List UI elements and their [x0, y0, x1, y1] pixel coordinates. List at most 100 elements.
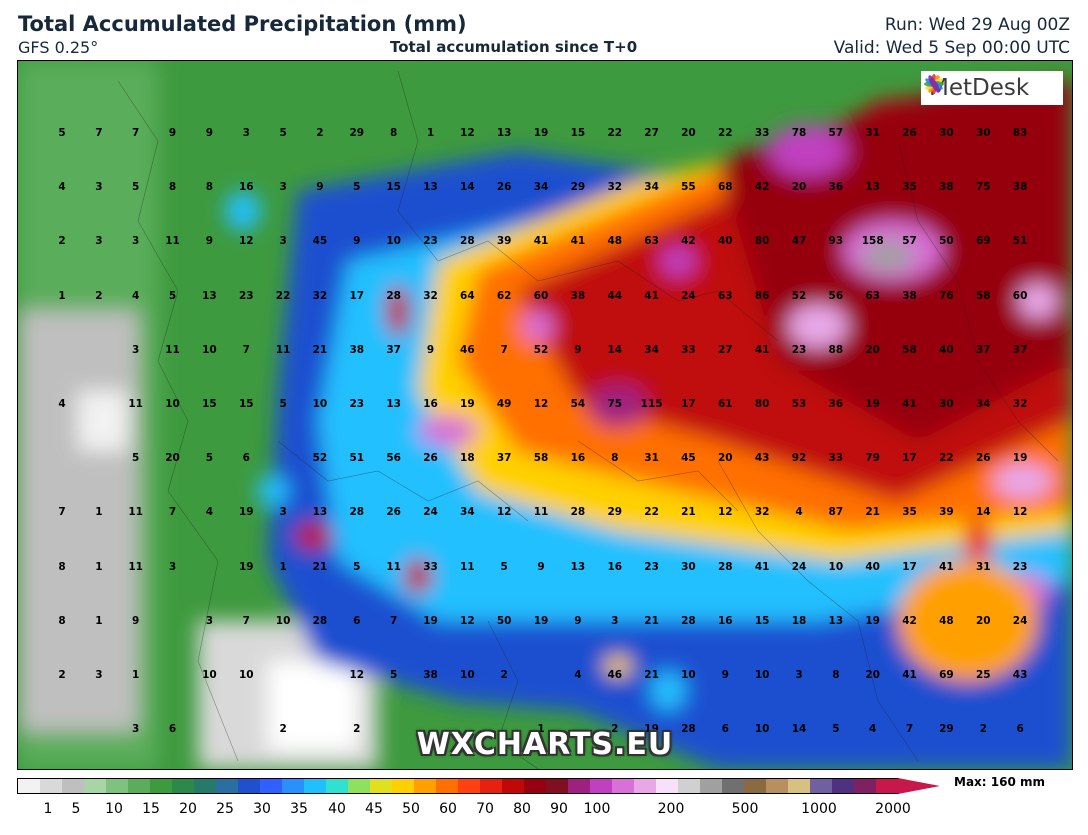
- grid-value: 15: [754, 614, 770, 627]
- grid-value: 22: [607, 127, 623, 139]
- colorbar-segment: [810, 779, 832, 793]
- colorbar-segment: [656, 779, 678, 793]
- grid-value: 92: [791, 452, 807, 465]
- colorbar-tick-label: 45: [365, 801, 383, 817]
- grid-value: 7: [389, 614, 398, 627]
- grid-value: 37: [975, 343, 991, 356]
- grid-value: 14: [607, 343, 623, 356]
- grid-value: 41: [533, 235, 549, 248]
- grid-value: 39: [496, 235, 512, 248]
- grid-value: 78: [791, 127, 807, 139]
- grid-value: 16: [717, 614, 733, 627]
- colorbar-segment: [480, 779, 502, 793]
- grid-value: 11: [128, 398, 143, 410]
- grid-value: 4: [869, 723, 877, 736]
- grid-value: 37: [386, 343, 401, 356]
- grid-value: 11: [533, 506, 549, 519]
- grid-value: 5: [353, 560, 361, 573]
- grid-value: 40: [717, 235, 733, 248]
- grid-value: 13: [828, 614, 844, 627]
- grid-value: 13: [423, 181, 438, 194]
- grid-value: 52: [791, 289, 807, 302]
- grid-value: 35: [902, 181, 917, 194]
- grid-value: 4: [58, 398, 66, 410]
- grid-value: 50: [496, 614, 512, 627]
- grid-value: 41: [570, 235, 586, 248]
- grid-value: 19: [533, 127, 549, 139]
- colorbar-segment: [546, 779, 568, 793]
- grid-value: 76: [939, 289, 954, 302]
- grid-value: 22: [939, 452, 954, 465]
- grid-value: 9: [574, 343, 582, 356]
- grid-value: 93: [828, 235, 844, 248]
- grid-value: 26: [496, 181, 512, 194]
- grid-value: 10: [681, 669, 696, 681]
- colorbar-segment: [238, 779, 260, 793]
- grid-value: 28: [570, 506, 586, 519]
- grid-value: 52: [533, 343, 549, 356]
- grid-value: 28: [681, 614, 696, 627]
- grid-value: 10: [754, 723, 770, 736]
- precipitation-map[interactable]: MetDesk 5 7 7 9 9 3 5 2 29 8 1 12 13 19 15 22 27 20 22 33 78…: [17, 60, 1073, 770]
- grid-value: 12: [349, 669, 365, 681]
- grid-value: 34: [533, 181, 549, 194]
- grid-value: 38: [570, 289, 586, 302]
- grid-value: 9: [721, 669, 729, 681]
- grid-value: 5: [389, 669, 398, 681]
- grid-value: 39: [939, 506, 954, 519]
- grid-value: 8: [389, 127, 398, 139]
- grid-value: 4: [795, 506, 803, 519]
- model-label: GFS 0.25°: [18, 38, 99, 57]
- colorbar-segment: [854, 779, 876, 793]
- grid-value: 41: [644, 289, 659, 302]
- grid-value: 3: [279, 181, 287, 194]
- grid-value: 44: [607, 289, 623, 302]
- grid-value: 16: [570, 452, 586, 465]
- grid-value: 13: [496, 127, 512, 139]
- grid-value: 21: [644, 614, 659, 627]
- grid-value: 5: [500, 560, 508, 573]
- grid-value: 63: [865, 289, 880, 302]
- grid-value: 3: [168, 560, 177, 573]
- grid-value: 9: [353, 235, 361, 248]
- grid-value: 30: [975, 127, 991, 139]
- grid-value: 41: [939, 560, 954, 573]
- grid-value: 34: [460, 506, 475, 519]
- colorbar-segment: [304, 779, 326, 793]
- grid-value: 23: [349, 398, 365, 410]
- grid-value: 5: [353, 181, 361, 194]
- colorbar-tick-label: 1000: [801, 801, 837, 817]
- grid-value: 3: [279, 506, 287, 519]
- grid-value: 6: [353, 614, 361, 627]
- grid-value: 29: [607, 506, 623, 519]
- grid-value: 20: [165, 452, 180, 465]
- grid-value: 2: [279, 723, 287, 736]
- colorbar-segment: [414, 779, 436, 793]
- grid-value: 7: [95, 127, 103, 139]
- grid-value: 30: [939, 398, 954, 410]
- colorbar-segment: [84, 779, 106, 793]
- grid-value: 35: [902, 506, 917, 519]
- grid-value: 68: [717, 181, 733, 194]
- colorbar-segment: [18, 779, 40, 793]
- grid-value: 36: [828, 398, 844, 410]
- valid-time: Valid: Wed 5 Sep 00:00 UTC: [833, 38, 1070, 58]
- grid-value: 6: [1016, 723, 1024, 736]
- grid-value: 1: [95, 560, 103, 573]
- metdesk-logo-text: MetDesk: [929, 75, 1030, 101]
- grid-value: 26: [386, 506, 401, 519]
- grid-value: 5: [132, 452, 140, 465]
- grid-value: 21: [865, 506, 880, 519]
- grid-value: 11: [460, 560, 475, 573]
- grid-value: 69: [939, 669, 954, 681]
- colorbar-tick-label: 500: [731, 801, 759, 817]
- grid-value: 40: [865, 560, 880, 573]
- grid-value: 20: [791, 181, 807, 194]
- grid-value: 8: [168, 181, 177, 194]
- grid-value: 1: [426, 127, 435, 139]
- grid-value: 4: [132, 289, 140, 302]
- grid-value: 27: [717, 343, 733, 356]
- grid-value: 9: [205, 127, 214, 139]
- colorbar-tick-label: 30: [253, 801, 271, 817]
- grid-value: 17: [902, 560, 917, 573]
